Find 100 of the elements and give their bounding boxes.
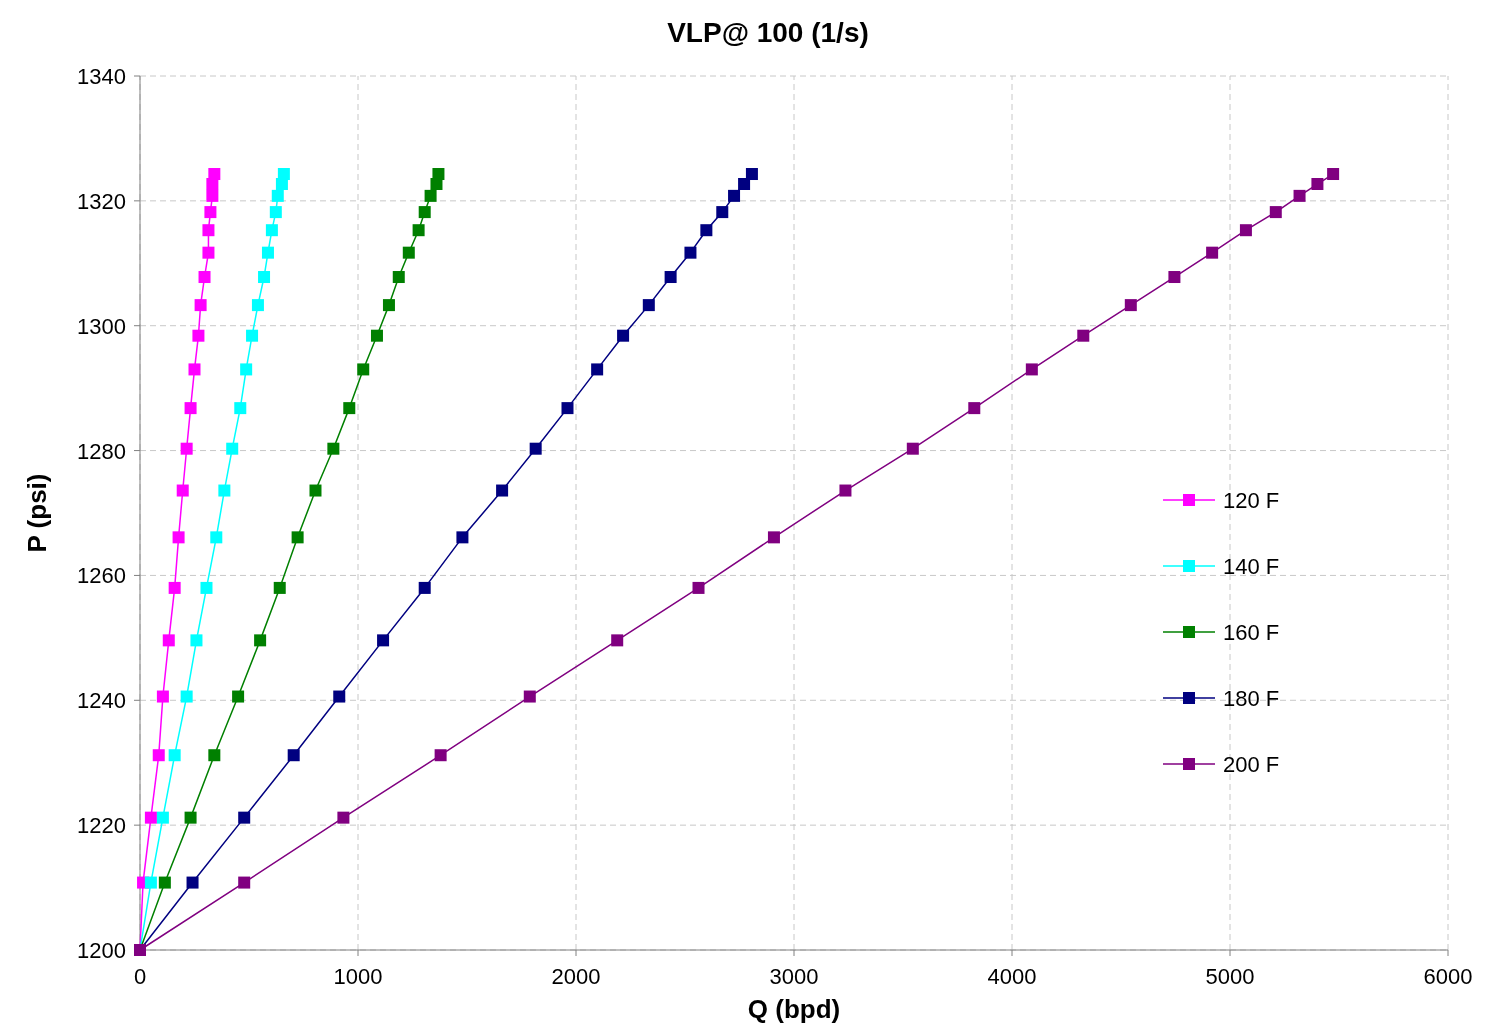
y-tick-label: 1260 (77, 563, 126, 589)
point (418, 581, 431, 594)
point (287, 749, 300, 762)
chart-title: VLP@ 100 (1/s) (667, 17, 869, 48)
point (309, 484, 322, 497)
point (1293, 189, 1306, 202)
point (168, 581, 181, 594)
point (617, 329, 630, 342)
point (1025, 363, 1038, 376)
point (1311, 178, 1324, 190)
point (200, 581, 213, 594)
point (208, 749, 221, 762)
point (251, 299, 264, 312)
point (327, 442, 340, 455)
point (206, 189, 219, 202)
point (208, 168, 221, 181)
x-tick-label: 3000 (769, 964, 819, 989)
point (192, 329, 205, 342)
point (337, 811, 350, 824)
point (291, 531, 304, 544)
point (156, 811, 169, 824)
point (591, 363, 604, 376)
point (456, 531, 469, 544)
point (418, 206, 431, 219)
point (238, 811, 251, 824)
legend-label: 140 F (1223, 554, 1280, 579)
point (273, 581, 286, 594)
x-tick-label: 4000 (987, 964, 1037, 989)
x-tick-label: 6000 (1423, 964, 1473, 989)
point (232, 690, 245, 703)
point (265, 224, 278, 237)
legend-label: 160 F (1223, 620, 1280, 645)
point (767, 531, 780, 544)
point (357, 363, 370, 376)
point (184, 402, 197, 415)
point (269, 206, 282, 219)
point (194, 299, 207, 312)
point (246, 329, 259, 342)
point (261, 246, 274, 259)
y-tick-label: 1280 (77, 438, 126, 464)
point (1168, 271, 1181, 284)
point (333, 690, 346, 703)
point (642, 299, 655, 312)
y-tick-label: 1220 (77, 813, 126, 839)
point (254, 634, 267, 647)
point (745, 168, 758, 181)
point (432, 168, 445, 181)
point (343, 402, 356, 415)
point (1077, 329, 1090, 342)
point (1269, 206, 1282, 219)
point (144, 811, 157, 824)
point (424, 189, 437, 202)
point (204, 206, 217, 219)
y-tick-label: 1240 (77, 688, 126, 714)
point (158, 876, 171, 889)
point (1124, 299, 1137, 312)
point (402, 246, 415, 259)
point (523, 690, 536, 703)
legend-label: 200 F (1223, 752, 1280, 777)
point (176, 484, 189, 497)
point (240, 363, 253, 376)
point (968, 402, 981, 415)
point (258, 271, 271, 284)
point (377, 634, 390, 647)
point (172, 531, 185, 544)
y-axis-title: P (psi) (22, 473, 52, 553)
x-tick-label: 1000 (333, 964, 383, 989)
point (162, 634, 175, 647)
point (226, 442, 239, 455)
point (692, 581, 705, 594)
point (1206, 246, 1219, 259)
point (738, 178, 751, 190)
point (412, 224, 425, 237)
point (728, 189, 741, 202)
point (190, 634, 203, 647)
point (839, 484, 852, 497)
point (392, 271, 405, 284)
point (1239, 224, 1252, 237)
point (188, 363, 201, 376)
x-axis-title: Q (bpd) (747, 994, 841, 1024)
point (382, 299, 395, 312)
point (906, 442, 919, 455)
y-tick-label: 1340 (77, 64, 126, 89)
point (1327, 168, 1340, 181)
legend-label: 120 F (1223, 488, 1280, 513)
point (561, 402, 574, 415)
point (496, 484, 509, 497)
point (144, 876, 157, 889)
y-tick-label: 1200 (77, 938, 126, 963)
point (168, 749, 181, 762)
point (277, 168, 290, 181)
point (700, 224, 713, 237)
point (186, 876, 199, 889)
point (434, 749, 447, 762)
point (202, 246, 215, 259)
point (180, 690, 193, 703)
x-tick-label: 0 (133, 964, 147, 989)
legend-label: 180 F (1223, 686, 1280, 711)
point (152, 749, 165, 762)
point (684, 246, 697, 259)
